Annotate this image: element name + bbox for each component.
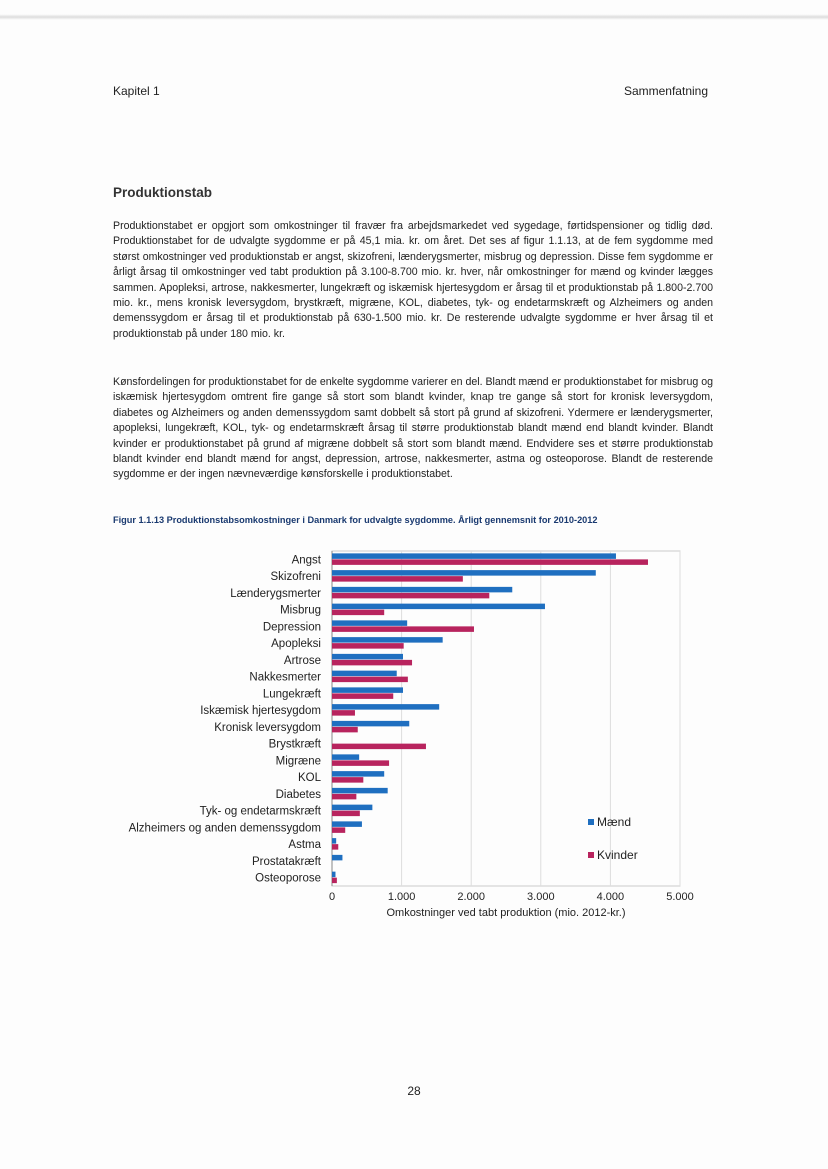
bar-kvinder [332,793,357,800]
category-label: Diabetes [276,789,322,801]
bar-maend [332,720,410,727]
bar-maend [332,787,388,794]
paragraph: Produktionstabet er opgjort som omkostni… [113,220,713,340]
bar-maend [332,570,596,576]
bar-maend [332,854,343,861]
bar-maend [332,553,616,559]
bar-kvinder [332,676,408,683]
bar-kvinder [332,726,358,733]
category-label: Migræne [276,755,321,767]
category-label: Prostatakræft [252,856,322,868]
bar-maend [332,821,362,827]
figure-caption: Figur 1.1.13 Produktionstabsomkostninger… [113,515,598,525]
bar-kvinder [332,777,364,783]
bar-maend [332,687,403,693]
category-label: Lungekræft [263,688,322,700]
x-tick-label: 2.000 [457,891,485,903]
category-label: Depression [263,621,321,633]
bar-kvinder [332,643,404,649]
category-label: Lænderygsmerter [230,588,321,600]
x-tick-label: 3.000 [527,891,555,903]
bar-kvinder [332,592,490,599]
legend-swatch [588,852,594,858]
bar-kvinder [332,710,355,716]
bar-kvinder [332,760,390,766]
bar-kvinder [332,827,346,833]
section-header: Sammenfatning [623,84,708,98]
category-label: KOL [298,772,322,784]
chapter-header: Kapitel 1 [113,84,160,98]
bar-maend [332,586,513,593]
bar-maend [332,603,545,610]
bar-maend [332,838,337,844]
category-label: Artrose [284,655,321,667]
category-label: Nakkesmerter [249,672,321,684]
bar-maend [332,704,440,710]
bar-kvinder [332,810,360,817]
bar-kvinder [332,609,385,616]
category-label: Kronisk leversygdom [214,722,321,734]
category-label: Angst [292,554,322,566]
category-label: Osteoporose [255,873,321,885]
bar-kvinder [332,559,648,565]
page-number: 28 [407,1084,421,1098]
bar-kvinder [332,844,339,850]
bar-maend [332,637,443,643]
category-label: Misbrug [280,605,321,617]
bar-kvinder [332,693,394,699]
legend-label: Mænd [597,815,631,829]
bar-kvinder [332,659,413,666]
bar-kvinder [332,576,463,582]
plot-area [331,550,681,887]
category-label: Astma [288,839,321,851]
bar-maend [332,620,408,626]
bar-maend [332,670,397,677]
bar-maend [332,771,385,777]
legend-swatch [588,819,594,825]
bar-chart: 0 1.000 2.000 3.000 4.000 5.000 Omkostninger v… [129,550,694,919]
bar-kvinder [332,626,474,632]
category-label: Alzheimers og anden demenssygdom [129,822,321,834]
x-tick-label: 1.000 [388,891,416,903]
x-tick-label: 4.000 [597,891,625,903]
bar-maend [332,754,360,760]
legend-label: Kvinder [597,848,638,862]
scan-artifact [0,14,828,20]
category-label: Skizofreni [271,571,322,583]
paragraph: Kønsfordelingen for produktionstabet for… [113,376,713,481]
category-label: Iskæmisk hjertesygdom [200,705,321,717]
bar-maend [332,871,336,878]
category-label: Apopleksi [271,638,321,650]
bar-kvinder [332,743,426,750]
x-tick-label: 0 [329,891,335,903]
bar-maend [332,653,403,660]
category-label: Brystkræft [269,739,322,751]
category-label: Tyk- og endetarmskræft [200,806,322,818]
x-axis-label: Omkostninger ved tabt produktion (mio. 2… [386,907,625,919]
bar-maend [332,804,373,811]
x-tick-label: 5.000 [666,891,694,903]
section-title: Produktionstab [113,185,213,200]
bar-kvinder [332,877,337,884]
